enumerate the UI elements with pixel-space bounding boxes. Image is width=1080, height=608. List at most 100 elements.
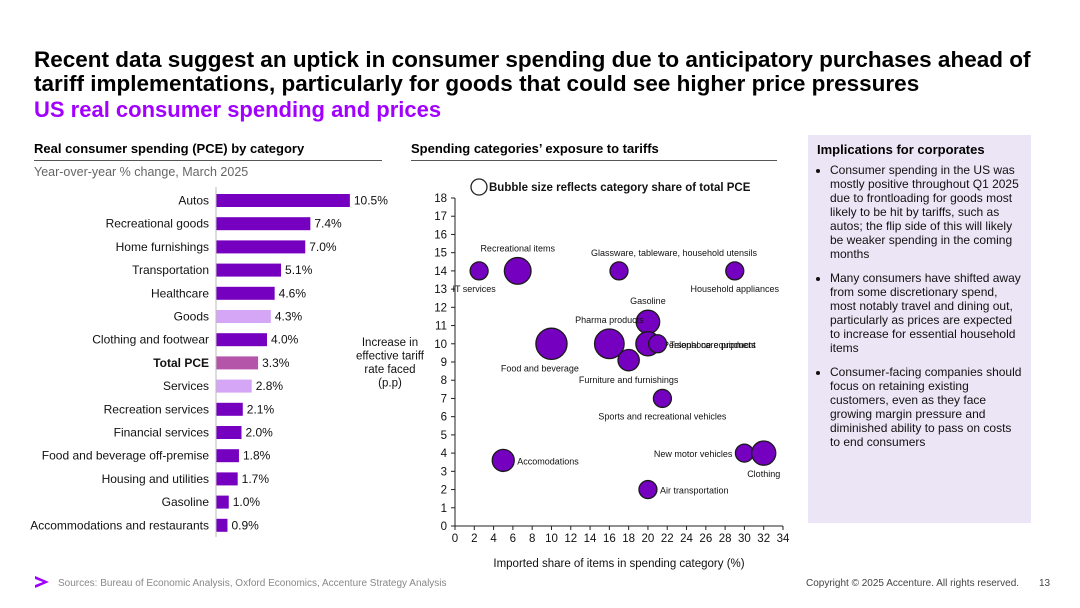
bubble-label: Accomodations xyxy=(517,456,579,466)
bubble-label: Personal care products xyxy=(663,340,756,350)
y-tick-label: 8 xyxy=(441,375,447,387)
bar-value-label: 5.1% xyxy=(285,263,313,277)
bar xyxy=(216,472,238,486)
y-tick-label: 3 xyxy=(441,466,447,478)
bar-value-label: 7.4% xyxy=(314,217,342,231)
y-tick-label: 1 xyxy=(441,503,447,515)
bubble-label: Air transportation xyxy=(660,486,729,496)
bar-category-label: Accommodations and restaurants xyxy=(30,518,209,532)
y-tick-label: 13 xyxy=(434,284,447,296)
bar-category-label: Home furnishings xyxy=(116,240,209,254)
bar-value-label: 1.0% xyxy=(233,495,261,509)
bubble-label: New motor vehicles xyxy=(654,449,733,459)
bubble-label: Gasoline xyxy=(630,296,666,306)
y-tick-label: 5 xyxy=(441,430,447,442)
bar-category-label: Gasoline xyxy=(162,495,210,509)
bubble xyxy=(652,388,673,409)
x-axis-title: Imported share of items in spending cate… xyxy=(493,558,744,570)
y-tick-label: 18 xyxy=(434,193,447,205)
y-tick-label: 12 xyxy=(434,302,447,314)
x-tick-label: 4 xyxy=(490,533,497,545)
bubble xyxy=(750,440,777,466)
bar xyxy=(216,402,243,416)
bar-category-label: Housing and utilities xyxy=(102,472,209,486)
bubble xyxy=(469,261,489,281)
bar-category-label: Food and beverage off-premise xyxy=(42,449,210,463)
bar-value-label: 2.1% xyxy=(247,402,275,416)
bar-category-label: Total PCE xyxy=(153,356,209,370)
bar-category-label: Recreational goods xyxy=(106,217,209,231)
x-tick-label: 8 xyxy=(529,533,535,545)
bar-category-label: Recreation services xyxy=(104,402,209,416)
x-tick-label: 18 xyxy=(622,533,635,545)
x-tick-label: 20 xyxy=(642,533,655,545)
implication-bullet: Consumer spending in the US was mostly p… xyxy=(830,163,1023,261)
bubble-label: Pharma products xyxy=(575,315,644,325)
bar-value-label: 10.5% xyxy=(354,194,388,208)
bubble-chart-heading: Spending categories’ exposure to tariffs xyxy=(411,141,659,156)
bubble xyxy=(609,261,629,281)
bar xyxy=(216,194,350,207)
footer-copyright: Copyright © 2025 Accenture. All rights r… xyxy=(806,578,1020,589)
legend-text: Bubble size reflects category share of t… xyxy=(489,182,751,194)
bar-chart-heading-rule xyxy=(34,160,382,161)
implication-bullet: Consumer-facing companies should focus o… xyxy=(830,365,1023,449)
x-tick-label: 10 xyxy=(545,533,558,545)
accenture-logo-icon xyxy=(35,576,49,588)
bar-category-label: Transportation xyxy=(132,263,209,277)
bubble xyxy=(725,261,745,281)
x-tick-label: 34 xyxy=(777,533,790,545)
y-tick-label: 14 xyxy=(434,266,447,278)
x-tick-label: 2 xyxy=(471,533,477,545)
bubble xyxy=(503,256,532,285)
bubble-label: Household appliances xyxy=(690,284,779,294)
bar xyxy=(216,426,242,439)
bubble xyxy=(734,443,755,463)
x-tick-label: 16 xyxy=(603,533,616,545)
bar xyxy=(216,240,306,254)
y-tick-label: 6 xyxy=(441,412,447,424)
y-tick-label: 4 xyxy=(441,448,448,460)
bubble-label: Clothing xyxy=(747,469,780,479)
legend-bubble-icon xyxy=(470,178,488,196)
bar-category-label: Healthcare xyxy=(151,286,209,300)
bubble-label: Sports and recreational vehicles xyxy=(598,411,727,421)
bubble-label: IT services xyxy=(452,284,496,294)
bubble-label: Recreational items xyxy=(480,244,555,254)
bar-value-label: 4.6% xyxy=(279,286,307,300)
bar xyxy=(216,518,228,532)
bar xyxy=(216,495,229,509)
x-tick-label: 14 xyxy=(584,533,597,545)
x-tick-label: 12 xyxy=(564,533,577,545)
bubble-label: Telephone equipment xyxy=(670,340,757,350)
bar-value-label: 0.9% xyxy=(231,518,259,532)
x-tick-label: 28 xyxy=(719,533,732,545)
page-number: 13 xyxy=(1039,578,1051,589)
bar-value-label: 7.0% xyxy=(309,240,337,254)
bar xyxy=(216,286,275,300)
y-tick-label: 15 xyxy=(434,248,447,260)
page-title: Recent data suggest an uptick in consume… xyxy=(34,47,1031,96)
y-tick-label: 9 xyxy=(441,357,447,369)
x-tick-label: 22 xyxy=(661,533,674,545)
y-tick-label: 0 xyxy=(441,521,447,533)
bar-category-label: Autos xyxy=(178,194,209,208)
bar-value-label: 4.0% xyxy=(271,333,299,347)
y-tick-label: 16 xyxy=(434,229,447,241)
y-tick-label: 17 xyxy=(434,211,447,223)
bar-value-label: 1.7% xyxy=(242,472,270,486)
bar-chart-heading: Real consumer spending (PCE) by category xyxy=(34,141,305,156)
bar-category-label: Goods xyxy=(174,310,209,324)
bubble xyxy=(593,328,625,360)
implications-panel: Implications for corporates Consumer spe… xyxy=(808,135,1031,523)
bar-value-label: 4.3% xyxy=(275,310,303,324)
implications-list: Consumer spending in the US was mostly p… xyxy=(808,163,1031,449)
bubble-label: Glassware, tableware, household utensils xyxy=(591,248,758,258)
y-tick-label: 10 xyxy=(434,339,447,351)
x-tick-label: 30 xyxy=(738,533,751,545)
bar-value-label: 2.0% xyxy=(246,426,274,440)
bar xyxy=(216,263,282,277)
bubble-label: Furniture and furnishings xyxy=(579,375,679,385)
x-tick-label: 26 xyxy=(699,533,712,545)
